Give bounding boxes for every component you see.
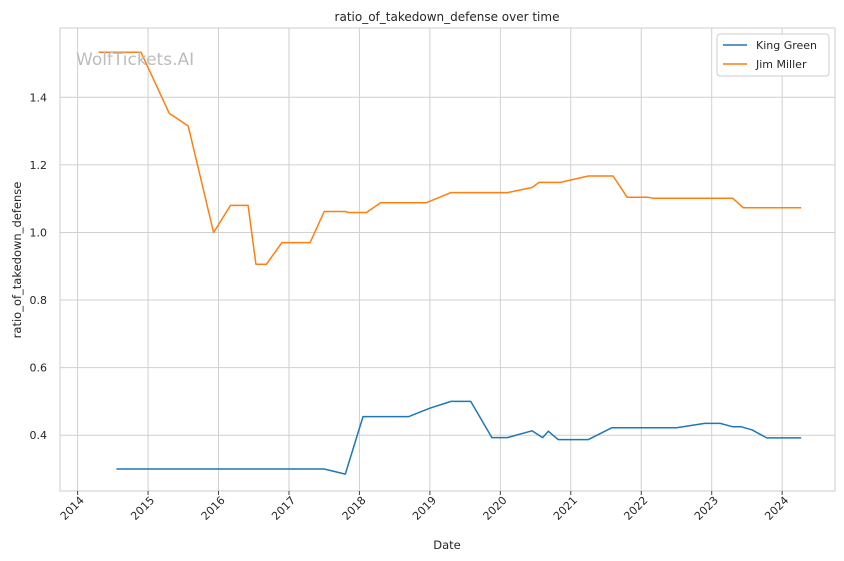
watermark-text: WolfTickets.AI: [76, 50, 194, 70]
series-line-jim-miller: [98, 51, 802, 265]
y-tick-label: 0.6: [30, 362, 48, 375]
y-axis-title: ratio_of_takedown_defense: [10, 182, 24, 339]
y-tick-label: 0.4: [30, 429, 48, 442]
y-tick-label: 1.4: [30, 91, 48, 104]
grid-lines: [60, 28, 835, 491]
y-tick-label: 1.2: [30, 159, 48, 172]
series-lines: [98, 51, 802, 475]
legend-label-king-green: King Green: [756, 39, 817, 52]
y-tick-label: 1.0: [30, 226, 48, 239]
legend: King Green Jim Miller: [716, 33, 830, 77]
legend-label-jim-miller: Jim Miller: [755, 58, 807, 71]
plot-frame: [59, 27, 836, 492]
series-line-king-green: [116, 400, 802, 475]
chart-title: ratio_of_takedown_defense over time: [335, 10, 560, 24]
x-axis-title: Date: [433, 538, 461, 552]
y-tick-label: 0.8: [30, 294, 48, 307]
